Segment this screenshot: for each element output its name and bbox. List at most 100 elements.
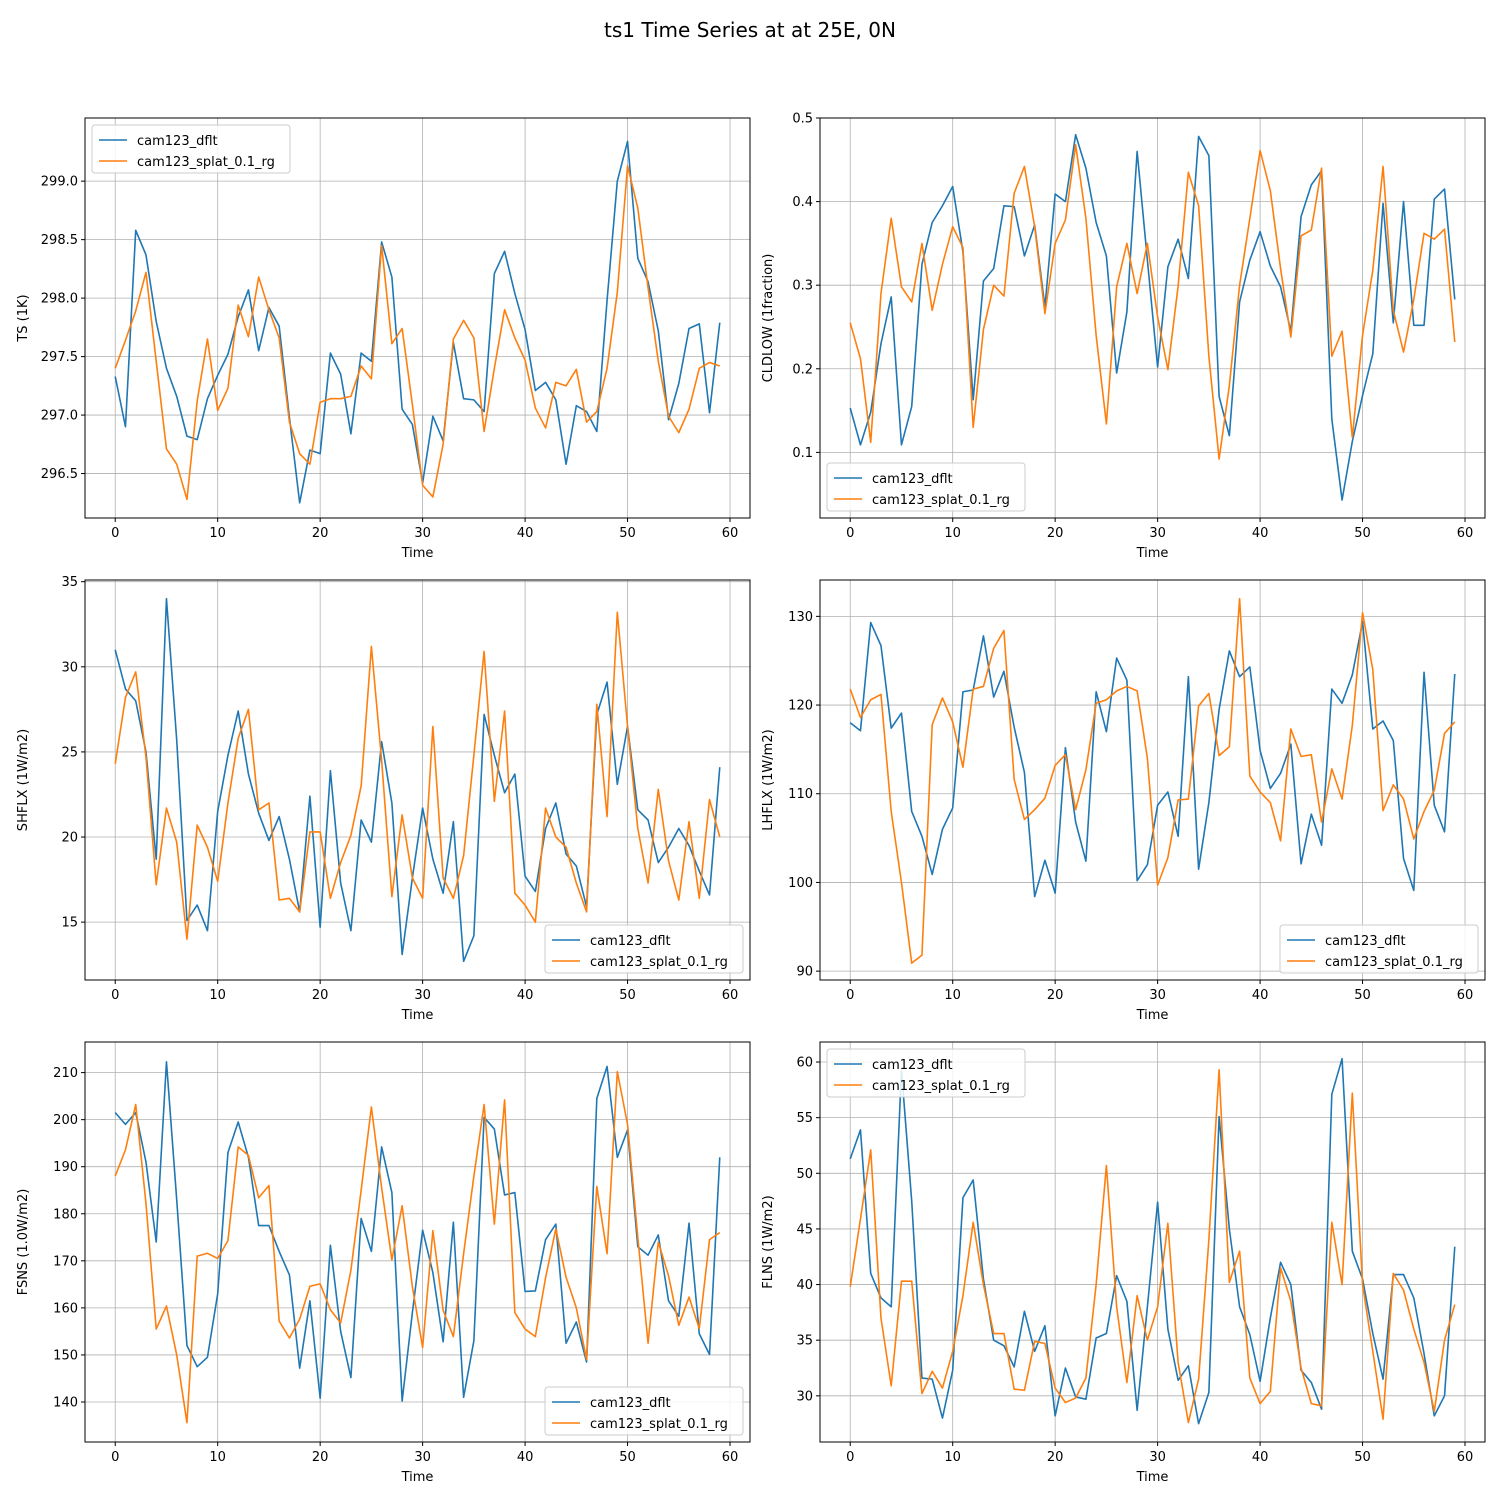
- y-tick-label: 297.5: [41, 350, 78, 365]
- y-tick-label: 35: [796, 1334, 813, 1349]
- x-tick-label: 10: [209, 1450, 226, 1465]
- legend: cam123_dflt cam123_splat_0.1_rg: [826, 1048, 1026, 1098]
- subplot-6: 0 10 20 30 40 50 60 30 35 40 45 50 55 60 Time FLNS (1W/…: [761, 1041, 1486, 1485]
- y-axis-label: SHFLX (1W/m2): [16, 729, 31, 831]
- y-tick-label: 0.2: [792, 362, 813, 377]
- series-line-cam123-splat: [114, 1070, 721, 1424]
- series-line-cam123-splat: [849, 597, 1456, 964]
- x-tick-label: 0: [111, 526, 119, 541]
- legend-label: cam123_splat_0.1_rg: [590, 1417, 728, 1432]
- y-tick-label: 0.5: [792, 112, 813, 127]
- series-line-cam123-dflt: [849, 133, 1456, 501]
- x-tick-label: 50: [1354, 526, 1371, 541]
- series-line-cam123-splat: [849, 1069, 1456, 1424]
- series-line-cam123-dflt: [114, 1060, 721, 1402]
- legend-label: cam123_dflt: [1325, 934, 1406, 949]
- y-tick-label: 30: [61, 660, 78, 675]
- subplot-3: 0 10 20 30 40 50 60 15 20 25 30 35 Time SHFLX (1W/m2)…: [16, 575, 751, 1023]
- series-line-cam123-splat: [114, 165, 721, 501]
- x-tick-label: 0: [846, 526, 854, 541]
- y-tick-label: 40: [796, 1278, 813, 1293]
- x-tick-label: 40: [1252, 988, 1269, 1003]
- x-axis-label: Time: [401, 1470, 434, 1485]
- x-tick-label: 30: [1149, 988, 1166, 1003]
- x-tick-label: 40: [517, 526, 534, 541]
- y-tick-label: 0.3: [792, 279, 813, 294]
- legend-label: cam123_dflt: [590, 1396, 671, 1411]
- y-tick-label: 297.0: [41, 409, 78, 424]
- legend-label: cam123_dflt: [137, 134, 218, 149]
- x-axis-label: Time: [1136, 546, 1169, 561]
- y-tick-label: 35: [61, 575, 78, 590]
- x-tick-label: 10: [209, 988, 226, 1003]
- y-tick-label: 210: [53, 1066, 78, 1081]
- x-tick-label: 60: [1457, 1450, 1474, 1465]
- legend-box: [826, 462, 1026, 512]
- legend-label: cam123_splat_0.1_rg: [872, 493, 1010, 508]
- y-tick-label: 180: [53, 1207, 78, 1222]
- x-tick-label: 30: [1149, 1450, 1166, 1465]
- y-tick-label: 296.5: [41, 467, 78, 482]
- series-line-cam123-dflt: [849, 1057, 1456, 1425]
- x-axis-label: Time: [401, 1008, 434, 1023]
- x-tick-label: 50: [619, 988, 636, 1003]
- y-axis-label: TS (1K): [16, 294, 31, 342]
- x-tick-label: 0: [846, 988, 854, 1003]
- axes-frame: [84, 117, 751, 519]
- series-line-cam123-dflt: [849, 620, 1456, 898]
- x-tick-label: 50: [1354, 988, 1371, 1003]
- x-tick-label: 30: [414, 526, 431, 541]
- legend-label: cam123_dflt: [590, 934, 671, 949]
- x-tick-label: 0: [846, 1450, 854, 1465]
- x-tick-label: 20: [312, 526, 329, 541]
- legend-box: [1279, 924, 1479, 974]
- y-tick-label: 100: [788, 876, 813, 891]
- x-tick-label: 10: [944, 526, 961, 541]
- y-tick-label: 110: [788, 787, 813, 802]
- y-tick-label: 0.1: [792, 446, 813, 461]
- x-tick-label: 60: [1457, 988, 1474, 1003]
- legend-label: cam123_splat_0.1_rg: [1325, 955, 1463, 970]
- legend-label: cam123_splat_0.1_rg: [590, 955, 728, 970]
- subplot-1: 0 10 20 30 40 50 60 296.5 297.0 297.5 298.0 298.5 29…: [16, 117, 751, 561]
- x-tick-label: 30: [414, 1450, 431, 1465]
- x-tick-label: 40: [517, 988, 534, 1003]
- x-tick-label: 20: [1047, 526, 1064, 541]
- y-tick-label: 120: [788, 699, 813, 714]
- x-tick-label: 60: [722, 988, 739, 1003]
- x-tick-label: 20: [312, 1450, 329, 1465]
- legend: cam123_dflt cam123_splat_0.1_rg: [826, 462, 1026, 512]
- legend-box: [826, 1048, 1026, 1098]
- subplot-2: 0 10 20 30 40 50 60 0.1 0.2 0.3 0.4 0.5 Time CLDLOW (…: [761, 112, 1486, 561]
- axes-frame: [84, 579, 751, 981]
- legend-label: cam123_dflt: [872, 1058, 953, 1073]
- x-tick-label: 50: [619, 1450, 636, 1465]
- x-tick-label: 30: [414, 988, 431, 1003]
- x-axis-label: Time: [1136, 1008, 1169, 1023]
- y-tick-label: 60: [796, 1056, 813, 1071]
- y-tick-label: 15: [61, 916, 78, 931]
- x-tick-label: 20: [1047, 988, 1064, 1003]
- subplot-4: 0 10 20 30 40 50 60 90 100 110 120 130 Time LHFLX (1W…: [761, 579, 1486, 1023]
- x-tick-label: 40: [1252, 526, 1269, 541]
- x-tick-label: 10: [944, 988, 961, 1003]
- y-axis-label: FLNS (1W/m2): [761, 1195, 776, 1288]
- y-axis-label: FSNS (1.0W/m2): [16, 1189, 31, 1296]
- y-tick-label: 0.4: [792, 195, 813, 210]
- subplot-grid: 0 10 20 30 40 50 60 296.5 297.0 297.5 298.0 298.5 29…: [16, 112, 1486, 1485]
- legend-box: [544, 924, 744, 974]
- x-tick-label: 60: [1457, 526, 1474, 541]
- x-tick-label: 20: [1047, 1450, 1064, 1465]
- y-tick-label: 190: [53, 1160, 78, 1175]
- legend-label: cam123_dflt: [872, 472, 953, 487]
- legend: cam123_dflt cam123_splat_0.1_rg: [544, 1386, 744, 1436]
- x-axis-label: Time: [401, 546, 434, 561]
- x-tick-label: 60: [722, 1450, 739, 1465]
- y-tick-label: 130: [788, 610, 813, 625]
- x-tick-label: 20: [312, 988, 329, 1003]
- figure-title: ts1 Time Series at at 25E, 0N: [604, 18, 896, 42]
- y-tick-label: 90: [796, 965, 813, 980]
- x-tick-label: 0: [111, 1450, 119, 1465]
- series-line-cam123-splat: [114, 611, 721, 940]
